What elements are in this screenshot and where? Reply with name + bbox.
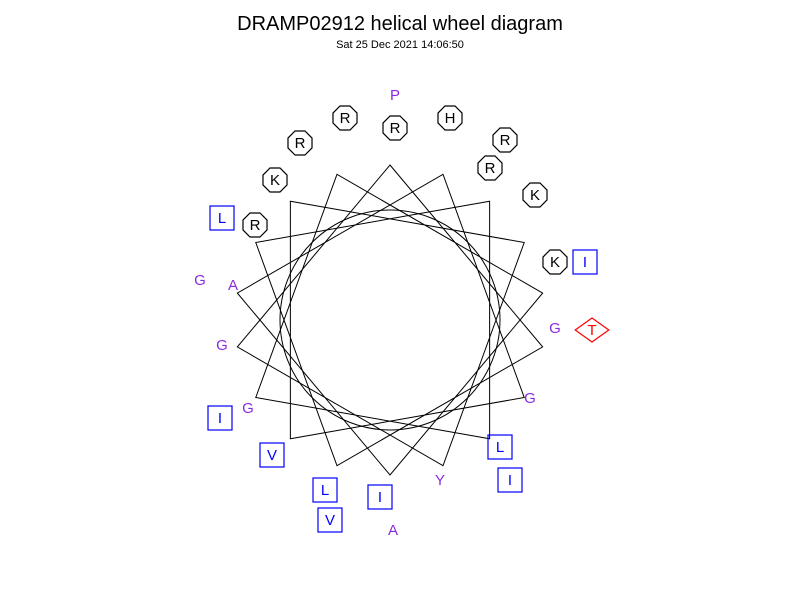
diagram-subtitle: Sat 25 Dec 2021 14:06:50	[336, 39, 464, 51]
residue-letter: G	[524, 390, 536, 407]
residue-letter: V	[267, 447, 277, 464]
residue-letter: V	[325, 512, 335, 529]
residue-26-Y: Y	[435, 472, 445, 489]
residue-14-A: A	[228, 277, 238, 294]
residue-12-I: I	[573, 250, 597, 274]
residue-21-V: V	[260, 443, 284, 467]
residue-letter: R	[295, 135, 306, 152]
residue-6-R: R	[478, 156, 502, 180]
residue-letter: G	[549, 320, 561, 337]
residue-27-V: V	[318, 508, 342, 532]
residues-group: PRRRHRRKKRLKIGAGGTGIGVLLIIYVA	[194, 87, 609, 539]
residue-23-L: L	[313, 478, 337, 502]
residue-20-G: G	[524, 390, 536, 407]
residue-2-R: R	[288, 131, 312, 155]
residue-letter: L	[496, 439, 504, 456]
residue-1-R: R	[333, 106, 357, 130]
diagram-title: DRAMP02912 helical wheel diagram	[237, 13, 563, 35]
residue-letter: G	[242, 400, 254, 417]
residue-letter: I	[378, 489, 382, 506]
residue-letter: R	[390, 120, 401, 137]
residue-28-A: A	[388, 522, 398, 539]
residue-letter: P	[390, 87, 400, 104]
residue-letter: I	[583, 254, 587, 271]
wheel-inner-circle	[280, 210, 500, 430]
residue-letter: R	[340, 110, 351, 127]
residue-letter: A	[228, 277, 238, 294]
residue-16-G: G	[549, 320, 561, 337]
residue-15-G: G	[216, 337, 228, 354]
residue-22-L: L	[488, 435, 512, 459]
residue-letter: A	[388, 522, 398, 539]
residue-letter: H	[445, 110, 456, 127]
wheel-edges	[237, 165, 542, 475]
residue-letter: Y	[435, 472, 445, 489]
wheel-star-polyline	[237, 165, 542, 475]
residue-9-R: R	[243, 213, 267, 237]
residue-8-K: K	[523, 183, 547, 207]
residue-letter: K	[530, 187, 540, 204]
residue-letter: R	[500, 132, 511, 149]
residue-13-G: G	[194, 272, 206, 289]
residue-18-G: G	[242, 400, 254, 417]
residue-4-H: H	[438, 106, 462, 130]
residue-10-L: L	[210, 206, 234, 230]
residue-letter: R	[485, 160, 496, 177]
residue-17-T: T	[575, 318, 609, 342]
residue-letter: K	[270, 172, 280, 189]
residue-3-R: R	[383, 116, 407, 140]
residue-letter: T	[587, 322, 596, 339]
residue-24-I: I	[368, 485, 392, 509]
residue-letter: L	[218, 210, 226, 227]
residue-letter: K	[550, 254, 560, 271]
residue-letter: I	[218, 410, 222, 427]
helical-wheel-diagram: DRAMP02912 helical wheel diagram Sat 25 …	[0, 0, 800, 600]
residue-11-K: K	[543, 250, 567, 274]
residue-letter: G	[194, 272, 206, 289]
residue-5-R: R	[493, 128, 517, 152]
residue-letter: G	[216, 337, 228, 354]
residue-25-I: I	[498, 468, 522, 492]
residue-19-I: I	[208, 406, 232, 430]
residue-0-P: P	[390, 87, 400, 104]
residue-letter: R	[250, 217, 261, 234]
residue-letter: L	[321, 482, 329, 499]
residue-letter: I	[508, 472, 512, 489]
residue-7-K: K	[263, 168, 287, 192]
